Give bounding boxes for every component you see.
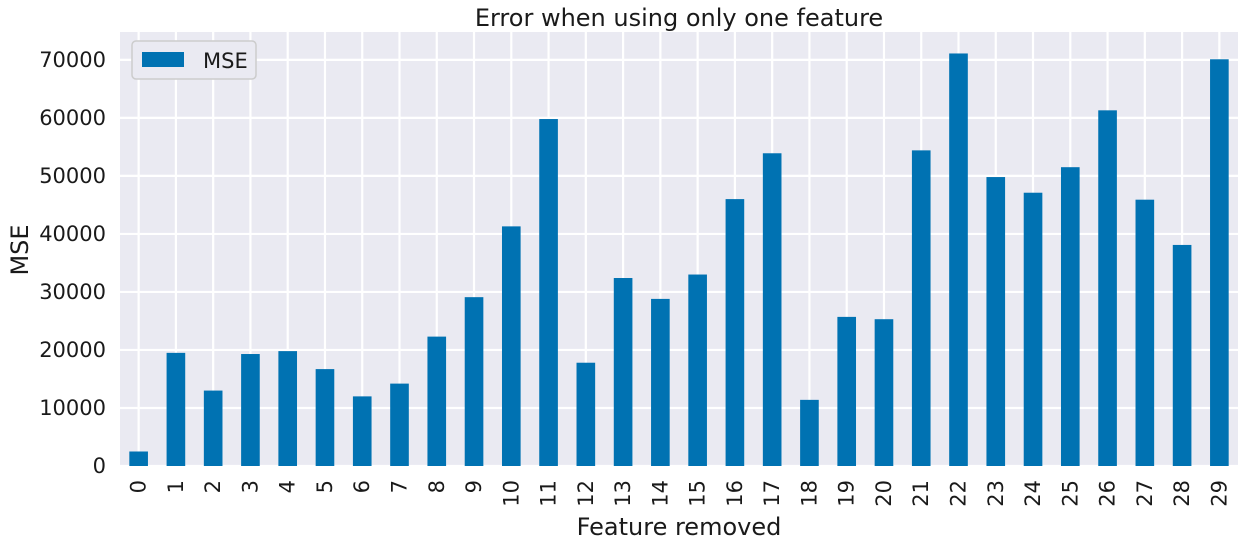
x-tick-label: 25 (1058, 480, 1082, 507)
x-tick-label: 10 (499, 480, 523, 507)
x-tick-label: 24 (1021, 480, 1045, 507)
bar-4 (278, 351, 298, 466)
y-tick-label: 20000 (39, 338, 106, 362)
x-tick-label: 15 (686, 480, 710, 507)
x-tick-label: 22 (947, 480, 971, 507)
bar-20 (874, 319, 894, 466)
legend-label: MSE (203, 49, 248, 73)
x-tick-label: 16 (723, 480, 747, 507)
bar-21 (911, 150, 931, 466)
x-tick-label: 4 (276, 480, 300, 493)
bar-27 (1135, 199, 1155, 466)
x-tick-label: 21 (909, 480, 933, 507)
x-tick-label: 27 (1133, 480, 1157, 507)
x-tick-label: 7 (388, 480, 412, 493)
bar-24 (1023, 192, 1043, 467)
bars (129, 53, 1229, 467)
x-tick-label: 5 (313, 480, 337, 493)
bar-3 (241, 354, 260, 466)
bar-5 (315, 369, 335, 466)
x-tick-label: 14 (648, 480, 672, 507)
x-tick-label: 12 (574, 480, 598, 507)
x-tick-label: 3 (238, 480, 262, 493)
bar-14 (651, 298, 670, 466)
bar-25 (1060, 167, 1080, 467)
plot-background (120, 32, 1238, 466)
bar-19 (837, 316, 857, 466)
bar-10 (501, 226, 521, 466)
x-tick-label: 1 (164, 480, 188, 493)
x-tick-label: 13 (611, 480, 635, 507)
bar-0 (129, 451, 148, 466)
y-axis-title: MSE (6, 224, 34, 275)
bar-26 (1098, 110, 1117, 466)
y-tick-label: 0 (93, 454, 106, 478)
x-tick-label: 8 (425, 480, 449, 493)
bar-7 (390, 383, 409, 466)
bar-18 (800, 399, 819, 466)
x-tick-label: 2 (201, 480, 225, 493)
bar-16 (725, 199, 745, 466)
legend-swatch (142, 52, 184, 67)
y-tick-label: 70000 (39, 48, 106, 72)
bar-2 (203, 390, 223, 466)
x-tick-label: 9 (462, 480, 486, 493)
bar-12 (576, 362, 596, 466)
y-tick-label: 30000 (39, 280, 106, 304)
bar-8 (427, 336, 447, 466)
y-tick-label: 60000 (39, 106, 106, 130)
x-tick-label: 20 (872, 480, 896, 507)
y-tick-label: 50000 (39, 164, 106, 188)
bar-13 (613, 278, 633, 466)
x-tick-label: 29 (1207, 480, 1231, 507)
legend: MSE (131, 40, 257, 80)
y-tick-label: 40000 (39, 222, 106, 246)
x-tick-label: 26 (1096, 480, 1120, 507)
bar-22 (949, 53, 968, 466)
bar-23 (986, 177, 1006, 467)
bar-17 (762, 153, 782, 466)
bar-29 (1210, 59, 1229, 467)
bar-1 (166, 352, 186, 466)
y-axis-ticks: 0 10000 20000 30000 40000 50000 60000 70000 (39, 48, 106, 478)
bar-6 (352, 396, 372, 466)
x-tick-label: 11 (537, 480, 561, 507)
y-tick-label: 10000 (39, 396, 106, 420)
x-tick-label: 23 (984, 480, 1008, 507)
bar-28 (1172, 244, 1192, 466)
x-tick-label: 0 (127, 480, 151, 493)
x-tick-label: 19 (835, 480, 859, 507)
bar-11 (539, 119, 558, 466)
bar-9 (464, 297, 484, 466)
x-tick-label: 28 (1170, 480, 1194, 507)
bar-15 (688, 274, 707, 466)
x-axis-ticks: 0 1 2 3 4 5 6 7 8 9 10 11 12 13 14 15 16 17 18 19 20 21 22 23 24… (127, 480, 1232, 507)
x-axis-title: Feature removed (577, 513, 782, 541)
legend-box (131, 40, 257, 80)
x-tick-label: 6 (350, 480, 374, 493)
x-tick-label: 18 (797, 480, 821, 507)
chart-title: Error when using only one feature (475, 4, 883, 32)
x-tick-label: 17 (760, 480, 784, 507)
